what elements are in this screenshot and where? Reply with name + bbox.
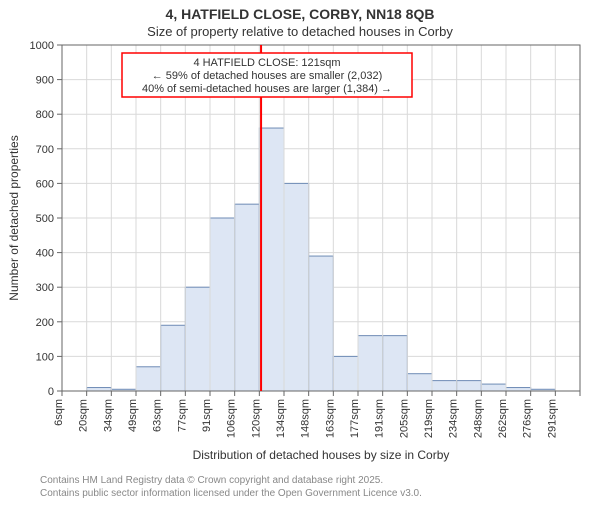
- histogram-bar: [358, 336, 383, 391]
- y-tick-label: 400: [36, 248, 54, 260]
- histogram-bar: [506, 388, 531, 391]
- histogram-bar: [284, 183, 309, 391]
- histogram-bar: [333, 356, 358, 391]
- x-tick-label: 120sqm: [250, 399, 262, 438]
- histogram-bar: [161, 325, 186, 391]
- attribution-line: Contains HM Land Registry data © Crown c…: [40, 474, 600, 487]
- histogram-bar: [136, 367, 161, 391]
- annotation-text: 4 HATFIELD CLOSE: 121sqm: [193, 57, 340, 69]
- y-axis-label: Number of detached properties: [7, 135, 21, 300]
- x-tick-label: 191sqm: [374, 399, 386, 438]
- page-title: 4, HATFIELD CLOSE, CORBY, NN18 8QB: [0, 6, 600, 22]
- y-tick-label: 200: [36, 317, 54, 329]
- chart-svg: 0 100 200 300 400 500 600 700 800 900 1000 6sqm 20sq…: [0, 39, 600, 469]
- histogram-bar: [481, 384, 506, 391]
- x-tick-label: 234sqm: [448, 399, 460, 438]
- y-tick-label: 100: [36, 351, 54, 363]
- y-tick-label: 500: [36, 213, 54, 225]
- x-tick-label: 262sqm: [497, 399, 509, 438]
- x-tick-label: 20sqm: [78, 399, 90, 432]
- y-tick-label: 600: [36, 178, 54, 190]
- x-tick-label: 148sqm: [300, 399, 312, 438]
- x-axis-label: Distribution of detached houses by size …: [193, 448, 450, 462]
- y-tick-label: 700: [36, 144, 54, 156]
- histogram-chart: 0 100 200 300 400 500 600 700 800 900 1000 6sqm 20sq…: [0, 39, 600, 474]
- x-tick-label: 163sqm: [324, 399, 336, 438]
- histogram-bar: [259, 128, 284, 391]
- x-tick-label: 49sqm: [127, 399, 139, 432]
- x-tick-label: 248sqm: [472, 399, 484, 438]
- histogram-bar: [309, 256, 334, 391]
- y-tick-label: 900: [36, 75, 54, 87]
- x-tick-label: 6sqm: [53, 399, 65, 426]
- x-tick-label: 205sqm: [398, 399, 410, 438]
- x-tick-label: 219sqm: [423, 399, 435, 438]
- x-tick-label: 63sqm: [152, 399, 164, 432]
- x-tick-label: 106sqm: [226, 399, 238, 438]
- x-tick-label: 34sqm: [102, 399, 114, 432]
- y-tick-label: 0: [48, 386, 54, 398]
- x-tick-label: 276sqm: [522, 399, 534, 438]
- y-tick-label: 1000: [30, 40, 54, 52]
- y-tick-label: 800: [36, 109, 54, 121]
- x-tick-label: 291sqm: [546, 399, 558, 438]
- histogram-bar: [185, 287, 210, 391]
- page-subtitle: Size of property relative to detached ho…: [0, 24, 600, 39]
- histogram-bar: [210, 218, 235, 391]
- histogram-bar: [432, 381, 457, 391]
- y-tick-label: 300: [36, 282, 54, 294]
- annotation-text: 40% of semi-detached houses are larger (…: [142, 83, 392, 95]
- x-tick-label: 134sqm: [275, 399, 287, 438]
- histogram-bar: [383, 336, 408, 391]
- histogram-bar: [407, 374, 432, 391]
- histogram-bar: [235, 204, 260, 391]
- x-tick-label: 77sqm: [176, 399, 188, 432]
- annotation-text: ← 59% of detached houses are smaller (2,…: [152, 70, 383, 82]
- histogram-bar: [457, 381, 482, 391]
- x-tick-label: 177sqm: [349, 399, 361, 438]
- x-tick-label: 91sqm: [201, 399, 213, 432]
- histogram-bar: [87, 388, 112, 391]
- attribution-line: Contains public sector information licen…: [40, 487, 600, 500]
